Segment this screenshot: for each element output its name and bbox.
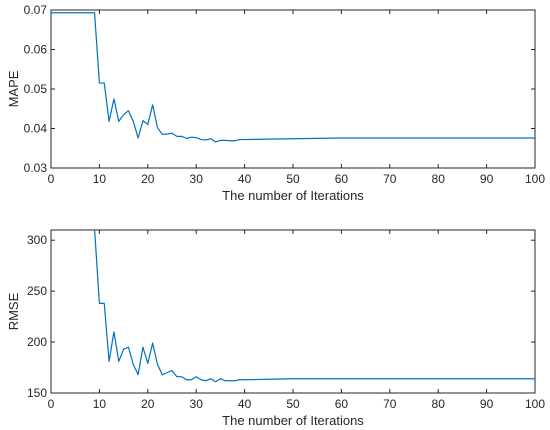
rmse-xtick-label: 40 bbox=[238, 397, 252, 411]
rmse-ytick-label: 200 bbox=[27, 335, 47, 349]
mape-xtick-label: 40 bbox=[238, 172, 252, 186]
mape-ytick-label: 0.05 bbox=[24, 82, 48, 96]
rmse-xtick-label: 60 bbox=[335, 397, 349, 411]
rmse-ytick-label: 250 bbox=[27, 284, 47, 298]
mape-xtick-label: 30 bbox=[190, 172, 204, 186]
rmse-xtick-label: 80 bbox=[432, 397, 446, 411]
rmse-xtick-label: 50 bbox=[286, 397, 300, 411]
mape-xtick-label: 20 bbox=[141, 172, 155, 186]
mape-series-line bbox=[51, 12, 535, 143]
rmse-xtick-label: 90 bbox=[480, 397, 494, 411]
rmse-xtick-label: 30 bbox=[190, 397, 204, 411]
rmse-xtick-label: 100 bbox=[525, 397, 545, 411]
rmse-series-line bbox=[94, 230, 535, 383]
mape-ytick-label: 0.06 bbox=[24, 43, 48, 57]
mape-xtick-label: 70 bbox=[383, 172, 397, 186]
mape-xtick-label: 50 bbox=[286, 172, 300, 186]
rmse-xtick-label: 70 bbox=[383, 397, 397, 411]
mape-xtick-label: 60 bbox=[335, 172, 349, 186]
mape-ytick-label: 0.03 bbox=[24, 161, 48, 175]
rmse-xtick-label: 10 bbox=[93, 397, 107, 411]
mape-xtick-label: 0 bbox=[48, 172, 55, 186]
rmse-xtick-label: 0 bbox=[48, 397, 55, 411]
mape-xlabel: The number of Iterations bbox=[222, 188, 364, 203]
mape-xtick-label: 100 bbox=[525, 172, 545, 186]
mape-plot-frame bbox=[50, 9, 536, 169]
mape-xtick-label: 80 bbox=[432, 172, 446, 186]
rmse-xlabel: The number of Iterations bbox=[222, 413, 364, 428]
mape-xtick-label: 10 bbox=[93, 172, 107, 186]
mape-xtick-label: 90 bbox=[480, 172, 494, 186]
rmse-ytick-label: 300 bbox=[27, 233, 47, 247]
rmse-xtick-label: 20 bbox=[141, 397, 155, 411]
mape-ytick-label: 0.07 bbox=[24, 3, 48, 17]
mape-ytick-label: 0.04 bbox=[24, 122, 48, 136]
rmse-ylabel: RMSE bbox=[6, 292, 21, 330]
rmse-plot-frame bbox=[50, 229, 536, 394]
rmse-chart: The number of Iterations RMSE 0 10 20 30 40 5… bbox=[6, 229, 545, 428]
mape-ylabel: MAPE bbox=[6, 70, 21, 107]
rmse-ytick-label: 150 bbox=[27, 386, 47, 400]
mape-chart: The number of Iterations MAPE 0 10 20 30 40 5… bbox=[6, 3, 545, 203]
